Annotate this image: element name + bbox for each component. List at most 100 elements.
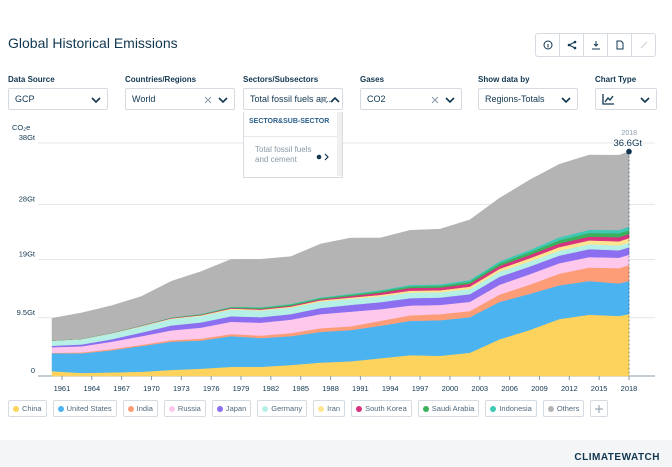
option-arrow [316, 153, 329, 161]
legend-swatch [356, 405, 363, 412]
x-tick-label: 1991 [352, 384, 369, 393]
legend-label: Others [556, 404, 580, 413]
legend-item[interactable]: China [8, 400, 47, 417]
dropdown-option[interactable]: Total fossil fuels and cement [244, 137, 342, 165]
chevron [640, 97, 650, 104]
y-tick-label: 28Gt [19, 194, 36, 203]
y-tick-label: 0 [31, 366, 35, 375]
x-tick-label: 2018 [621, 384, 638, 393]
brand-logo: CLIMATEWATCH [574, 452, 660, 463]
dropdown-menu: SECTOR&SUB-SECTOR Total fossil fuels and… [243, 112, 343, 178]
option-text: Total fossil fuels and cement [255, 145, 312, 164]
legend-swatch [127, 405, 134, 412]
select-value: World [132, 94, 156, 104]
legend-item[interactable]: South Korea [351, 400, 412, 417]
annotation-value: 36.6Gt [613, 138, 642, 149]
legend-item[interactable]: United States [52, 400, 117, 417]
legend-swatch [490, 405, 497, 412]
x-tick-label: 1985 [292, 384, 309, 393]
legend-item[interactable]: Iran [313, 400, 346, 417]
y-axis-label: CO₂e [12, 123, 30, 132]
x-tick-label: 1976 [203, 384, 220, 393]
legend-item[interactable]: Russia [163, 400, 206, 417]
scrollbar [337, 112, 342, 176]
add-legend-button[interactable] [590, 400, 609, 417]
clear-icon[interactable] [320, 96, 328, 104]
legend-swatch [13, 405, 19, 412]
select[interactable]: GCP [8, 88, 108, 110]
pdf-button[interactable] [607, 34, 631, 56]
filter-label: Chart Type [595, 75, 637, 84]
filter-label: Data Source [8, 75, 55, 84]
chart: CO₂e 0 9.5Gt 19Gt 28Gt 38Gt 1961 1964 1967 1970 1… [12, 123, 655, 393]
legend-label: Japan [225, 404, 247, 413]
y-tick-label: 9.5Gt [17, 308, 36, 317]
legend-label: United States [66, 404, 112, 413]
plus-icon [595, 404, 604, 413]
annotation-dot [626, 148, 632, 155]
legend-item[interactable]: Japan [211, 400, 252, 417]
select-value: GCP [15, 94, 35, 104]
select[interactable]: Regions-Totals [478, 88, 578, 110]
info-button[interactable] [536, 34, 559, 56]
select-value: Total fossil fuels an... [250, 94, 334, 104]
legend-swatch [216, 405, 223, 412]
legend-label: Saudi Arabia [431, 404, 475, 413]
legend-item[interactable]: Saudi Arabia [417, 400, 480, 417]
clear-icon[interactable] [204, 96, 212, 104]
download-button[interactable] [583, 34, 607, 56]
select-value: Regions-Totals [485, 94, 545, 104]
select-value: CO2 [367, 94, 386, 104]
x-tick-label: 2003 [471, 384, 488, 393]
clear-icon[interactable] [431, 96, 439, 104]
select[interactable]: Total fossil fuels an... [243, 88, 343, 110]
select[interactable]: CO2 [360, 88, 462, 110]
select[interactable] [595, 88, 657, 110]
legend-label: Russia [177, 404, 201, 413]
x-tick-label: 1979 [233, 384, 250, 393]
edit-button[interactable] [631, 34, 655, 56]
legend-swatch [57, 405, 64, 412]
footer [0, 440, 672, 467]
x-tick-label: 1973 [173, 384, 190, 393]
filter-label: Gases [360, 75, 385, 84]
x-tick-label: 2009 [531, 384, 548, 393]
x-tick-label: 1961 [54, 384, 71, 393]
legend-swatch [318, 405, 325, 412]
legend-label: Germany [271, 404, 303, 413]
page-title: Global Historical Emissions [8, 35, 178, 51]
x-tick-label: 1994 [382, 384, 399, 393]
legend-swatch [262, 405, 269, 412]
legend-item[interactable]: Others [542, 400, 585, 417]
x-tick-label: 1967 [113, 384, 130, 393]
legend-swatch [422, 405, 429, 412]
x-tick-label: 2006 [501, 384, 518, 393]
legend-label: Iran [327, 404, 341, 413]
x-tick-label: 1997 [412, 384, 429, 393]
legend-item[interactable]: India [122, 400, 158, 417]
toolbar [535, 33, 656, 57]
area [51, 151, 630, 341]
y-tick-label: 19Gt [19, 250, 36, 259]
dropdown-group: SECTOR&SUB-SECTOR [244, 112, 342, 137]
chart-type-icon [602, 93, 614, 105]
legend-swatch [168, 405, 175, 412]
x-tick-label: 1982 [263, 384, 280, 393]
x-tick-label: 1964 [83, 384, 100, 393]
filter-label: Sectors/Subsectors [243, 75, 319, 84]
legend-swatch [547, 405, 554, 412]
legend-label: China [22, 404, 42, 413]
share-button[interactable] [559, 34, 583, 56]
legend-item[interactable]: Germany [257, 400, 308, 417]
chevron [330, 96, 340, 103]
x-tick-label: 1988 [322, 384, 339, 393]
legend: China United States India Russia Japan German… [8, 400, 609, 417]
legend-item[interactable]: Indonesia [485, 400, 537, 417]
filter-label: Show data by [478, 75, 530, 84]
x-tick-label: 2015 [591, 384, 608, 393]
annotation-year: 2018 [621, 130, 637, 137]
x-tick-label: 2000 [442, 384, 459, 393]
chevron [91, 97, 101, 104]
legend-label: Indonesia [499, 404, 532, 413]
select[interactable]: World [125, 88, 235, 110]
